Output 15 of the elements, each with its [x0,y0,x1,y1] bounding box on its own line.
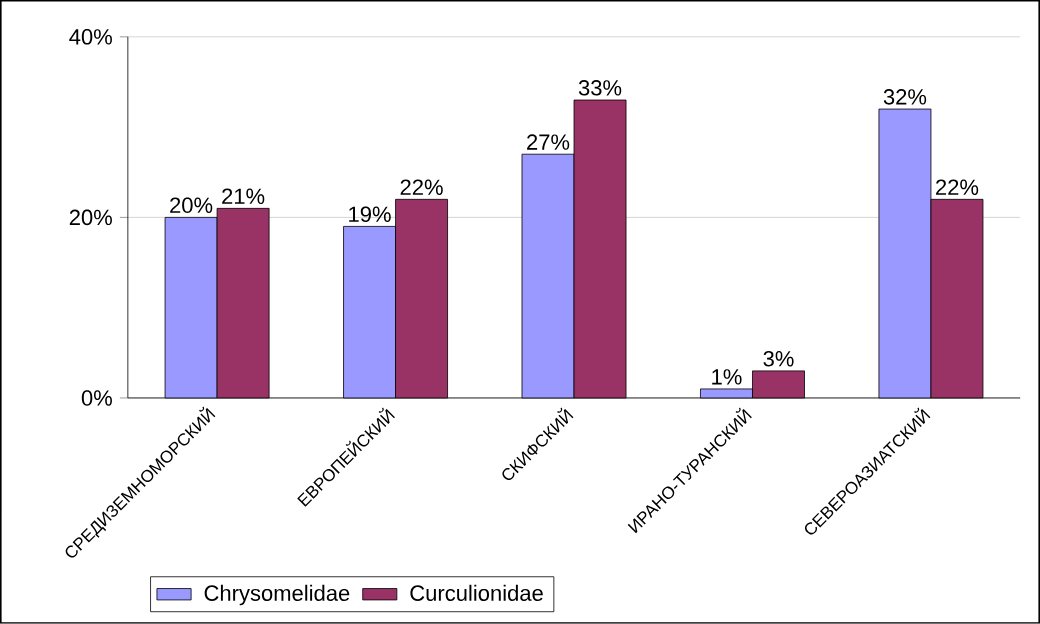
legend-label: Chrysomelidae [204,584,350,606]
data-label: 22% [936,179,979,196]
y-tick-label: 20% [69,209,112,226]
data-label: 21% [222,188,265,205]
y-tick-label: 40% [69,29,112,45]
data-label: 19% [349,206,391,223]
data-label: 22% [400,179,443,196]
data-label: 32% [883,89,927,105]
legend-label: Curculionidae [410,584,543,602]
data-label: 27% [527,134,570,150]
data-label: 20% [170,197,213,214]
data-label: 1% [712,369,742,385]
data-label: 33% [578,80,622,96]
y-tick-label: 0% [81,390,112,406]
data-label: 3% [763,350,794,367]
